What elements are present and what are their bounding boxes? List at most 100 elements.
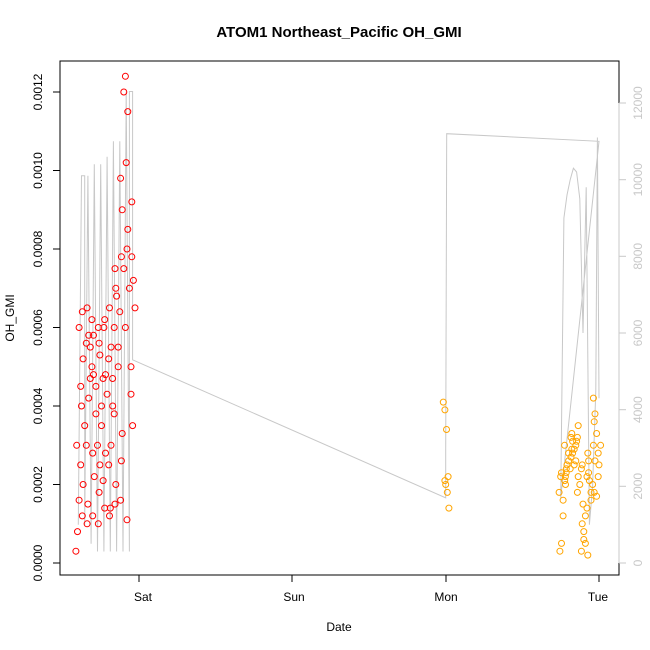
data-point-series-1 [94,520,102,528]
y-tick-label: 0.0004 [31,387,45,424]
data-point-series-1 [72,547,80,555]
data-point-series-2 [591,457,599,465]
data-point-series-1 [128,253,136,261]
data-point-series-1 [94,441,101,449]
data-point-series-1 [90,473,98,481]
altitude-line-layer [77,91,600,552]
data-point-series-1 [86,343,94,351]
y-tick-label: 0.0010 [31,152,45,189]
x-tick-label: Mon [434,590,457,604]
data-points-layer [72,72,605,559]
data-point-series-2 [562,481,569,488]
data-point-series-1 [98,422,105,430]
data-point-series-1 [124,108,132,116]
data-point-series-1 [118,430,126,437]
data-point-series-1 [105,355,113,363]
data-point-series-1 [83,304,91,312]
data-point-series-2 [561,477,569,485]
y-tick-label: 0.0006 [31,309,45,346]
y-tick-label: 0.0002 [31,466,45,503]
data-point-series-1 [96,351,104,359]
x-tick-label: Tue [588,590,609,604]
data-point-series-1 [121,72,129,80]
data-point-series-2 [568,430,576,437]
data-point-series-1 [89,449,97,457]
data-point-series-2 [593,430,601,437]
data-point-series-2 [594,449,602,457]
data-point-series-1 [99,477,107,485]
data-point-series-1 [110,324,118,331]
y-tick-label: 0.0008 [31,230,45,267]
data-point-series-2 [597,441,605,449]
y-axis-right: 0 2000 4000 6000 8000 10000 12000 [618,86,645,566]
data-point-series-1 [117,253,125,261]
data-point-series-1 [92,410,100,418]
data-point-series-2 [568,445,576,453]
data-point-series-2 [574,422,582,430]
data-point-series-1 [81,422,89,430]
data-point-series-1 [117,174,125,182]
y2-tick-label: 10000 [631,163,645,197]
data-point-series-1 [110,410,118,418]
data-point-series-1 [114,363,122,371]
data-point-series-1 [107,343,115,351]
y-axis-label: OH_GMI [3,294,17,341]
data-point-series-1 [123,516,131,524]
data-point-series-1 [103,390,111,398]
data-point-series-1 [122,159,130,167]
data-point-series-1 [107,441,115,449]
data-point-series-1 [75,496,83,504]
data-point-series-2 [566,465,574,473]
data-point-series-2 [443,488,451,496]
data-point-series-1 [83,520,91,528]
data-point-series-2 [573,437,581,445]
data-point-series-1 [79,481,87,488]
data-point-series-2 [580,536,588,543]
data-point-series-2 [559,512,567,520]
data-point-series-2 [576,481,584,488]
data-point-series-2 [580,528,588,536]
data-point-series-1 [129,422,137,430]
data-point-series-1 [117,457,125,465]
x-tick-label: Sun [283,590,304,604]
data-point-series-1 [127,363,135,371]
data-point-series-2 [555,488,563,496]
data-point-series-2 [590,418,598,426]
data-point-series-1 [116,308,124,316]
y-axis-left: 0.0000 0.0002 0.0004 0.0006 0.0008 0.001… [31,73,61,581]
data-point-series-1 [89,512,97,520]
data-point-series-1 [101,316,109,324]
y2-tick-label: 4000 [631,396,645,423]
data-point-series-2 [562,469,570,477]
data-point-series-1 [85,331,93,339]
data-point-series-2 [558,469,565,477]
data-point-series-1 [102,449,109,457]
data-point-series-1 [74,528,81,536]
data-point-series-1 [75,324,83,331]
data-point-series-2 [443,426,450,433]
y2-tick-label: 12000 [631,86,645,120]
data-point-series-2 [583,504,591,512]
data-point-series-2 [593,492,601,500]
data-point-series-2 [589,441,597,449]
data-point-series-1 [77,382,85,390]
data-point-series-2 [439,398,447,406]
data-point-series-1 [106,504,114,512]
data-point-series-1 [105,461,113,469]
data-point-series-2 [561,441,569,449]
y2-tick-label: 8000 [631,243,645,270]
data-point-series-2 [581,512,589,520]
data-point-series-1 [92,382,100,390]
data-point-series-2 [441,477,449,485]
data-point-series-2 [570,445,578,453]
data-point-series-1 [95,488,103,496]
chart-title: ATOM1 Northeast_Pacific OH_GMI [216,24,461,41]
data-point-series-2 [442,481,450,488]
data-point-series-1 [112,284,120,292]
data-point-series-2 [569,449,577,457]
data-point-series-2 [578,461,586,469]
y-tick-label: 0.0000 [31,544,45,581]
data-point-series-1 [102,371,109,379]
data-point-series-1 [78,402,85,410]
